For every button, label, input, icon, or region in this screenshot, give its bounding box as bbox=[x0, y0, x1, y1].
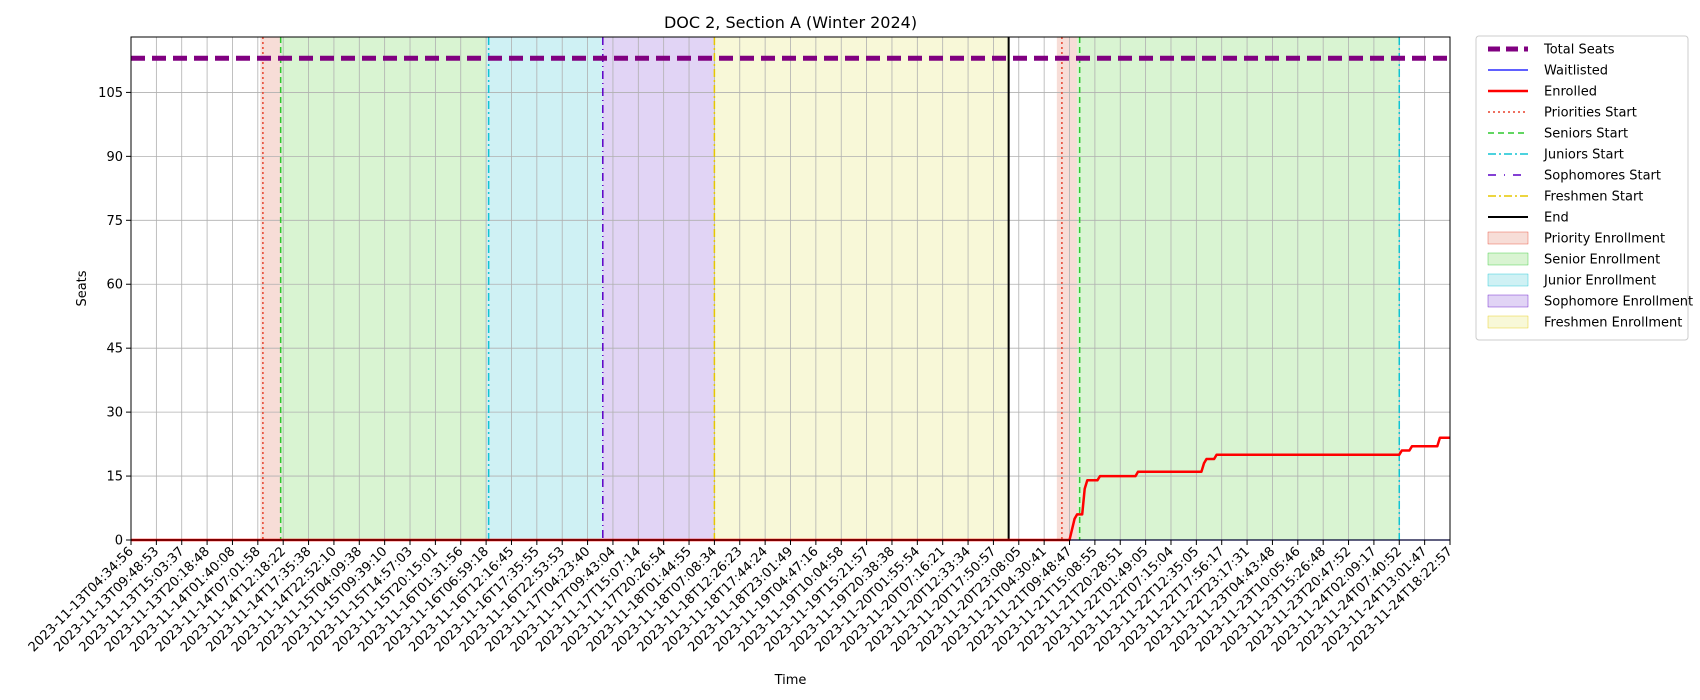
legend-label: Enrolled bbox=[1544, 85, 1597, 100]
phase-band bbox=[1056, 37, 1078, 540]
phase-band bbox=[714, 37, 1009, 540]
legend-item: Total Seats bbox=[1488, 43, 1615, 58]
legend-label: Sophomores Start bbox=[1544, 169, 1661, 184]
legend-item: Enrolled bbox=[1488, 85, 1597, 100]
legend-item: Juniors Start bbox=[1488, 148, 1624, 163]
legend-label: End bbox=[1544, 211, 1569, 226]
legend-label: Priority Enrollment bbox=[1544, 232, 1665, 247]
phase-start-lines bbox=[262, 37, 1401, 540]
phase-band bbox=[280, 37, 487, 540]
legend-label: Juniors Start bbox=[1543, 148, 1624, 163]
legend-label: Seniors Start bbox=[1544, 127, 1628, 142]
legend-swatch bbox=[1487, 252, 1529, 266]
legend-item: Sophomores Start bbox=[1488, 169, 1661, 184]
x-axis-ticks: 2023-11-13T04:34:562023-11-13T09:48:5320… bbox=[26, 540, 1456, 655]
legend-label: Priorities Start bbox=[1544, 106, 1637, 121]
phase-band bbox=[1077, 37, 1400, 540]
legend-label: Sophomore Enrollment bbox=[1544, 295, 1693, 310]
legend-swatch bbox=[1487, 231, 1529, 245]
legend-swatch bbox=[1487, 273, 1529, 287]
y-axis-ticks: 0 15 30 45 60 75 90 105 bbox=[98, 86, 131, 549]
phase-band bbox=[486, 37, 603, 540]
legend-item: Seniors Start bbox=[1488, 127, 1628, 142]
gridlines bbox=[130, 37, 1451, 541]
y-tick-label: 90 bbox=[106, 150, 123, 165]
y-tick-label: 75 bbox=[106, 214, 123, 229]
phase-band bbox=[260, 37, 281, 540]
phase-band bbox=[602, 37, 715, 540]
y-tick-label: 60 bbox=[106, 278, 123, 293]
legend: Total Seats Waitlisted Enrolled Priorities … bbox=[1475, 35, 1693, 341]
y-tick-label: 0 bbox=[115, 534, 123, 549]
legend-item: Freshmen Start bbox=[1488, 190, 1643, 205]
legend-item: Sophomore Enrollment bbox=[1487, 294, 1693, 310]
legend-swatch bbox=[1487, 294, 1529, 308]
legend-item: Priorities Start bbox=[1488, 106, 1637, 121]
legend-label: Freshmen Enrollment bbox=[1544, 316, 1682, 331]
y-axis-title: Seats bbox=[75, 270, 90, 306]
legend-label: Senior Enrollment bbox=[1544, 253, 1660, 268]
legend-item: Priority Enrollment bbox=[1487, 231, 1665, 247]
y-tick-label: 45 bbox=[106, 342, 123, 357]
x-axis-title: Time bbox=[774, 673, 807, 688]
legend-box bbox=[1475, 35, 1689, 341]
enrollment-phase-bands bbox=[260, 37, 1400, 540]
legend-label: Freshmen Start bbox=[1544, 190, 1643, 205]
y-tick-label: 15 bbox=[106, 470, 123, 485]
legend-item: Waitlisted bbox=[1488, 64, 1608, 79]
legend-label: Junior Enrollment bbox=[1543, 274, 1656, 289]
enrolled-line bbox=[131, 436, 1450, 542]
legend-item: Junior Enrollment bbox=[1487, 273, 1656, 289]
legend-item: End bbox=[1488, 211, 1569, 226]
legend-label: Total Seats bbox=[1543, 43, 1615, 58]
legend-item: Freshmen Enrollment bbox=[1487, 315, 1682, 331]
chart-title: DOC 2, Section A (Winter 2024) bbox=[664, 13, 917, 32]
y-tick-label: 105 bbox=[98, 86, 123, 101]
y-tick-label: 30 bbox=[106, 406, 123, 421]
legend-item: Senior Enrollment bbox=[1487, 252, 1660, 268]
legend-swatch bbox=[1487, 315, 1529, 329]
legend-label: Waitlisted bbox=[1544, 64, 1608, 79]
